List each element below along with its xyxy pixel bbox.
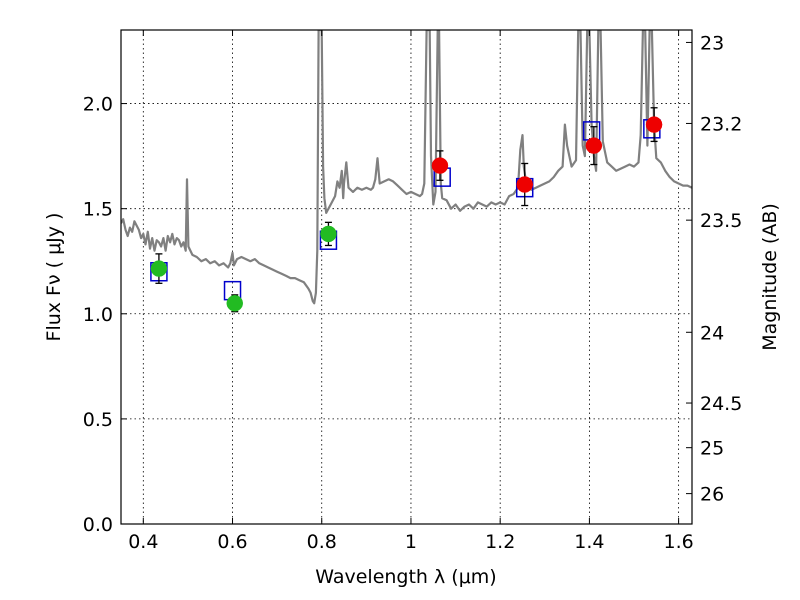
spectrum-line	[121, 30, 692, 305]
spectrum-layer	[121, 30, 692, 305]
data-point-group	[226, 294, 244, 313]
right-tick-label: 23.5	[700, 210, 742, 232]
right-tick-label: 25	[700, 438, 724, 460]
y-axis-title-left: Flux Fν ( μJy )	[43, 213, 65, 342]
optical-point	[226, 295, 244, 312]
plot-background	[121, 30, 692, 524]
data-point-group	[516, 162, 533, 207]
nir-point	[585, 137, 603, 154]
nir-point	[645, 116, 663, 133]
x-axis-title: Wavelength λ (μm)	[315, 566, 496, 588]
x-tick-label: 0.8	[307, 531, 337, 553]
right-tick-label: 26	[700, 484, 724, 506]
y-tick-label: 0.5	[83, 409, 113, 431]
optical-point	[150, 260, 168, 277]
right-tick-label: 23	[700, 32, 724, 54]
optical-point	[320, 225, 337, 243]
x-tick-label: 1.4	[574, 531, 604, 553]
ticks: 0.4 0.6 0.8 1 1.2 1.4 1.6 0.0 0.5 1.0 1.5 2.0 23 23.2…	[83, 30, 742, 553]
right-tick-label: 23.2	[700, 113, 742, 135]
x-tick-label: 1	[405, 531, 417, 553]
data-point-group	[585, 126, 603, 166]
right-tick-label: 24.5	[700, 393, 742, 415]
data-point-group	[645, 107, 663, 143]
data-point-group	[320, 221, 337, 247]
y-axis-title-right: Magnitude (AB)	[759, 203, 781, 351]
right-tick-label: 24	[700, 322, 724, 344]
y-tick-label: 2.0	[83, 94, 113, 116]
data-point-group	[431, 150, 449, 181]
y-tick-label: 1.0	[83, 304, 113, 326]
data-points	[150, 107, 663, 313]
plot-frame	[120, 29, 693, 525]
x-tick-label: 1.6	[664, 531, 694, 553]
nir-point	[431, 157, 449, 174]
x-tick-label: 0.6	[217, 531, 247, 553]
y-tick-label: 0.0	[83, 514, 113, 536]
x-tick-label: 0.4	[128, 531, 158, 553]
nir-point	[516, 176, 533, 193]
y-tick-label: 1.5	[83, 199, 113, 221]
data-point-group	[150, 253, 168, 284]
x-tick-label: 1.2	[485, 531, 515, 553]
